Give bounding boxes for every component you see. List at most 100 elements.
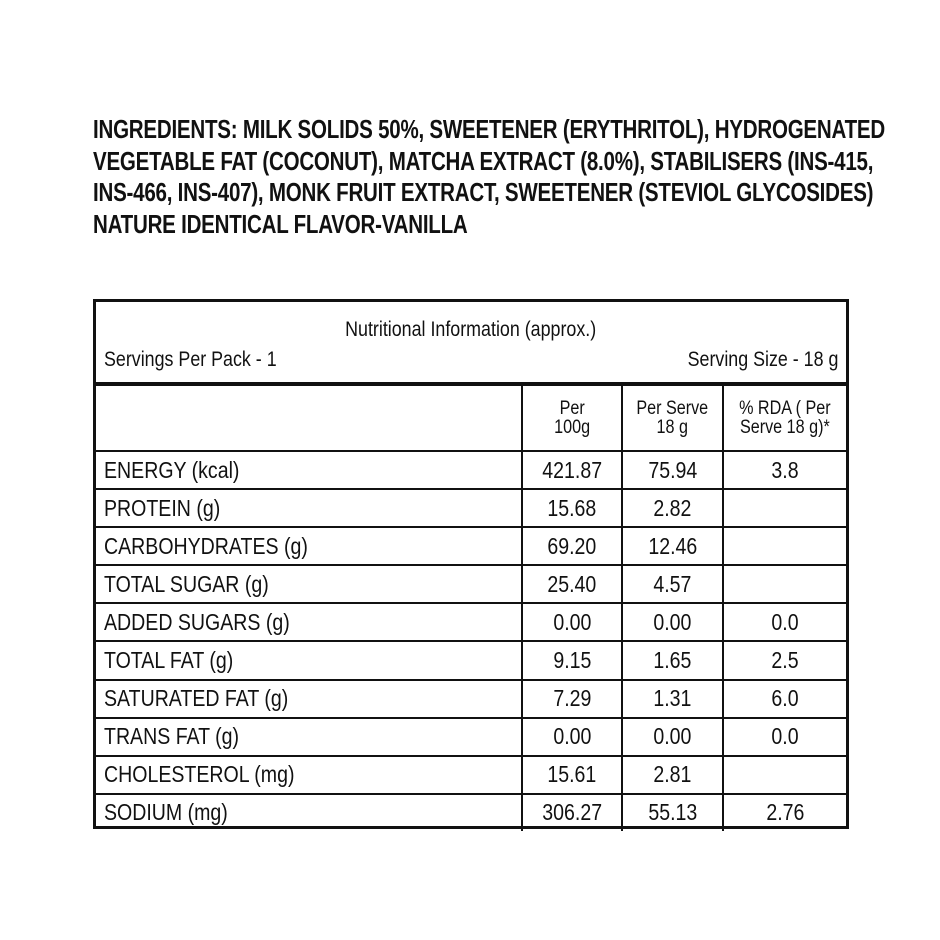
nutrition-grid: Per 100g Per Serve 18 g % RDA ( Per Serve 1… [96,386,846,831]
table-row: TOTAL FAT (g) 9.15 1.65 2.5 [96,640,846,679]
header-line: 100g [554,417,590,438]
table-row: CHOLESTEROL (mg) 15.61 2.81 [96,754,846,793]
per-100g-value: 69.20 [547,532,597,559]
table-row: SATURATED FAT (g) 7.29 1.31 6.0 [96,678,846,717]
per-serve-value: 2.82 [653,494,692,521]
rda-value: 6.0 [771,685,799,712]
table-row: PROTEIN (g) 15.68 2.82 [96,488,846,527]
nutrient-name: SATURATED FAT (g) [104,685,289,712]
per-100g-value: 0.00 [552,608,592,635]
rda-value: 2.76 [765,799,805,826]
per-100g-value-cell: 0.00 [521,718,621,755]
per-serve-value-cell: 55.13 [621,794,722,831]
nutrient-name-cell: ADDED SUGARS (g) [96,604,521,640]
column-header-per-serve: Per Serve 18 g [621,386,722,450]
per-100g-value: 421.87 [542,456,602,483]
per-100g-value: 15.61 [547,761,597,788]
rda-value: 3.8 [771,456,799,483]
nutrient-name: TOTAL SUGAR (g) [104,570,269,597]
header-line: Per [559,398,585,419]
rda-value-cell [722,566,846,603]
rda-value-cell: 0.0 [722,604,846,641]
rda-value-cell: 0.0 [722,718,846,755]
rda-value-cell [722,528,846,565]
nutrient-name-cell: TRANS FAT (g) [96,719,521,755]
rda-value-cell: 6.0 [722,680,846,717]
rda-value: 0.0 [771,723,799,750]
per-serve-value-cell: 75.94 [621,452,722,489]
nutrient-name: ADDED SUGARS (g) [104,608,290,635]
rda-value-cell [722,756,846,793]
nutrition-table-header: Nutritional Information (approx.) Servin… [96,302,846,386]
nutrient-name-cell: CHOLESTEROL (mg) [96,757,521,793]
table-row: ENERGY (kcal) 421.87 75.94 3.8 [96,450,846,489]
per-serve-value-cell: 2.82 [621,490,722,527]
nutrient-name: CARBOHYDRATES (g) [104,532,308,559]
column-header-per-100g: Per 100g [521,386,621,450]
header-line: % RDA ( Per [739,398,831,419]
per-100g-value-cell: 7.29 [521,680,621,717]
column-header-nutrient [96,386,521,450]
rda-value-cell: 2.5 [722,642,846,679]
nutrient-name: PROTEIN (g) [104,494,221,521]
per-100g-value-cell: 306.27 [521,794,621,831]
per-serve-value-cell: 0.00 [621,604,722,641]
nutrient-name: SODIUM (mg) [104,799,228,826]
per-serve-value-cell: 12.46 [621,528,722,565]
column-header-rda: % RDA ( Per Serve 18 g)* [722,386,846,450]
per-serve-value: 2.81 [653,761,692,788]
ingredients-line: INGREDIENTS: MILK SOLIDS 50%, SWEETENER … [93,114,885,144]
per-serve-value: 1.31 [653,685,692,712]
per-100g-value-cell: 15.68 [521,490,621,527]
per-serve-value-cell: 0.00 [621,718,722,755]
per-100g-value: 306.27 [542,799,602,826]
table-row: TRANS FAT (g) 0.00 0.00 0.0 [96,716,846,755]
per-100g-value: 15.68 [547,494,597,521]
nutrient-name-cell: SODIUM (mg) [96,795,521,831]
header-line: Per Serve [636,398,709,419]
header-line: Serve 18 g)* [740,417,830,438]
ingredients-line: INS-466, INS-407), MONK FRUIT EXTRACT, S… [93,177,874,207]
per-100g-value-cell: 9.15 [521,642,621,679]
per-serve-value-cell: 1.65 [621,642,722,679]
rda-value-cell: 3.8 [722,452,846,489]
per-100g-value: 9.15 [552,647,592,674]
per-serve-value: 55.13 [648,799,697,826]
nutrient-name-cell: PROTEIN (g) [96,490,521,526]
per-100g-value-cell: 0.00 [521,604,621,641]
per-100g-value: 0.00 [552,723,592,750]
per-100g-value-cell: 25.40 [521,566,621,603]
nutrient-name: CHOLESTEROL (mg) [104,761,295,788]
table-row: ADDED SUGARS (g) 0.00 0.00 0.0 [96,602,846,641]
per-serve-value: 12.46 [648,532,697,559]
nutrient-name-cell: CARBOHYDRATES (g) [96,528,521,564]
per-serve-value-cell: 2.81 [621,756,722,793]
per-100g-value-cell: 69.20 [521,528,621,565]
nutrient-name-cell: TOTAL FAT (g) [96,642,521,678]
per-100g-value-cell: 421.87 [521,452,621,489]
servings-per-pack: Servings Per Pack - 1 [104,348,277,371]
nutrient-name: TOTAL FAT (g) [104,647,234,674]
per-serve-value: 1.65 [653,647,692,674]
per-serve-value: 4.57 [653,570,692,597]
header-line: 18 g [656,417,689,438]
ingredients-text: INGREDIENTS: MILK SOLIDS 50%, SWEETENER … [93,114,885,240]
per-serve-value: 0.00 [653,608,692,635]
column-header-row: Per 100g Per Serve 18 g % RDA ( Per Serve 1… [96,386,846,450]
per-100g-value: 7.29 [552,685,592,712]
table-row: TOTAL SUGAR (g) 25.40 4.57 [96,564,846,603]
per-serve-value: 75.94 [648,456,697,483]
nutrition-table: Nutritional Information (approx.) Servin… [93,299,849,831]
rda-value-cell [722,490,846,527]
nutrient-name-cell: SATURATED FAT (g) [96,681,521,717]
rda-value: 0.0 [771,608,799,635]
ingredients-line: NATURE IDENTICAL FLAVOR-VANILLA [93,208,468,239]
per-100g-value: 25.40 [547,570,597,597]
table-row: CARBOHYDRATES (g) 69.20 12.46 [96,526,846,565]
ingredients-line: VEGETABLE FAT (COCONUT), MATCHA EXTRACT … [93,145,874,176]
nutrient-name-cell: ENERGY (kcal) [96,452,521,488]
table-row: SODIUM (mg) 306.27 55.13 2.76 [96,792,846,831]
serving-size: Serving Size - 18 g [687,348,838,371]
per-serve-value: 0.00 [653,723,692,750]
per-serve-value-cell: 4.57 [621,566,722,603]
